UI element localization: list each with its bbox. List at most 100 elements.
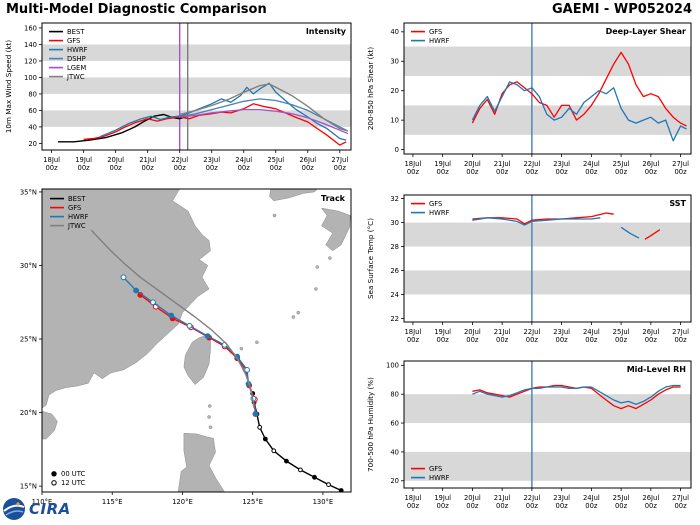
svg-text:21Jul: 21Jul: [494, 494, 511, 502]
svg-text:00z: 00z: [585, 168, 598, 176]
svg-text:23Jul: 23Jul: [553, 494, 570, 502]
svg-text:GFS: GFS: [429, 465, 442, 473]
svg-text:26Jul: 26Jul: [642, 160, 659, 168]
svg-text:100: 100: [386, 362, 399, 370]
svg-text:JTWC: JTWC: [66, 73, 85, 81]
svg-text:19Jul: 19Jul: [434, 328, 451, 336]
svg-text:20Jul: 20Jul: [464, 328, 481, 336]
svg-text:DSHP: DSHP: [67, 55, 86, 63]
intensity-chart: 18Jul00z19Jul00z20Jul00z21Jul00z22Jul00z…: [4, 22, 352, 172]
svg-text:25°N: 25°N: [20, 335, 37, 343]
svg-text:25Jul: 25Jul: [613, 160, 630, 168]
svg-text:27Jul: 27Jul: [331, 156, 348, 164]
svg-text:40: 40: [390, 28, 399, 36]
svg-text:00z: 00z: [615, 502, 628, 510]
svg-text:22Jul: 22Jul: [171, 156, 188, 164]
svg-text:25Jul: 25Jul: [613, 494, 630, 502]
svg-text:Mid-Level RH: Mid-Level RH: [627, 365, 686, 374]
svg-text:00z: 00z: [407, 502, 420, 510]
svg-text:20°N: 20°N: [20, 409, 37, 417]
svg-text:00z: 00z: [45, 164, 58, 172]
svg-text:00z: 00z: [526, 168, 539, 176]
svg-text:28: 28: [390, 243, 399, 251]
svg-text:22Jul: 22Jul: [523, 328, 540, 336]
svg-text:20: 20: [28, 140, 37, 148]
svg-text:BEST: BEST: [68, 195, 86, 203]
svg-text:GFS: GFS: [67, 37, 80, 45]
svg-text:LGEM: LGEM: [67, 64, 86, 72]
svg-text:115°E: 115°E: [102, 498, 123, 506]
svg-text:200-850 hPa Shear (kt): 200-850 hPa Shear (kt): [366, 47, 375, 131]
svg-text:100: 100: [24, 74, 37, 82]
svg-text:26Jul: 26Jul: [299, 156, 316, 164]
svg-text:00 UTC: 00 UTC: [61, 470, 86, 478]
svg-text:21Jul: 21Jul: [494, 160, 511, 168]
svg-text:19Jul: 19Jul: [434, 494, 451, 502]
svg-text:23Jul: 23Jul: [553, 328, 570, 336]
svg-text:00z: 00z: [466, 168, 479, 176]
svg-text:24: 24: [390, 291, 399, 299]
svg-text:19Jul: 19Jul: [434, 160, 451, 168]
svg-text:18Jul: 18Jul: [404, 160, 421, 168]
svg-text:00z: 00z: [674, 336, 687, 344]
svg-text:SST: SST: [669, 199, 686, 208]
mid-level-rh-chart: 18Jul00z19Jul00z20Jul00z21Jul00z22Jul00z…: [366, 360, 692, 510]
svg-text:00z: 00z: [526, 336, 539, 344]
svg-text:00z: 00z: [674, 502, 687, 510]
cira-logo-text: CIRA: [29, 500, 71, 518]
svg-text:00z: 00z: [615, 168, 628, 176]
svg-text:00z: 00z: [437, 168, 450, 176]
svg-text:80: 80: [28, 90, 37, 98]
svg-text:25Jul: 25Jul: [267, 156, 284, 164]
svg-text:00z: 00z: [238, 164, 251, 172]
svg-text:0: 0: [395, 146, 399, 154]
svg-text:00z: 00z: [142, 164, 155, 172]
svg-text:32: 32: [390, 195, 399, 203]
svg-text:130°E: 130°E: [313, 498, 334, 506]
svg-text:00z: 00z: [526, 502, 539, 510]
svg-text:10: 10: [390, 117, 399, 125]
svg-text:HWRF: HWRF: [429, 37, 450, 45]
svg-text:12 UTC: 12 UTC: [61, 479, 86, 487]
svg-text:00z: 00z: [585, 336, 598, 344]
svg-text:00z: 00z: [174, 164, 187, 172]
svg-text:24Jul: 24Jul: [583, 328, 600, 336]
svg-text:Sea Surface Temp (°C): Sea Surface Temp (°C): [366, 218, 375, 299]
svg-text:60: 60: [390, 419, 399, 427]
svg-text:20Jul: 20Jul: [107, 156, 124, 164]
svg-text:21Jul: 21Jul: [139, 156, 156, 164]
svg-text:00z: 00z: [78, 164, 91, 172]
svg-text:JTWC: JTWC: [67, 222, 86, 230]
svg-text:22Jul: 22Jul: [523, 494, 540, 502]
svg-text:80: 80: [390, 391, 399, 399]
svg-text:Intensity: Intensity: [306, 27, 347, 36]
svg-text:00z: 00z: [270, 164, 283, 172]
svg-text:24Jul: 24Jul: [583, 160, 600, 168]
svg-text:00z: 00z: [556, 502, 569, 510]
svg-text:140: 140: [24, 41, 37, 49]
svg-text:00z: 00z: [645, 168, 658, 176]
svg-text:00z: 00z: [674, 168, 687, 176]
svg-text:60: 60: [28, 107, 37, 115]
svg-text:700-500 hPa Humidity (%): 700-500 hPa Humidity (%): [366, 377, 375, 472]
svg-text:10m Max Wind Speed (kt): 10m Max Wind Speed (kt): [4, 40, 13, 134]
svg-text:120°E: 120°E: [172, 498, 193, 506]
svg-text:00z: 00z: [645, 336, 658, 344]
svg-text:25Jul: 25Jul: [613, 328, 630, 336]
svg-text:00z: 00z: [615, 336, 628, 344]
svg-text:120: 120: [24, 57, 37, 65]
cira-logo-icon: [3, 498, 25, 520]
svg-text:20Jul: 20Jul: [464, 160, 481, 168]
figure-title: Multi-Model Diagnostic Comparison: [6, 2, 267, 17]
svg-text:00z: 00z: [645, 502, 658, 510]
svg-text:00z: 00z: [334, 164, 347, 172]
svg-text:26Jul: 26Jul: [642, 494, 659, 502]
track-map: 110°E 115°E 120°E 125°E 130°E 15°N 20°N 25°N 30°…: [20, 188, 352, 506]
svg-text:Deep-Layer Shear: Deep-Layer Shear: [606, 27, 686, 36]
svg-text:125°E: 125°E: [242, 498, 263, 506]
sst-chart: 18Jul00z19Jul00z20Jul00z21Jul00z22Jul00z…: [366, 194, 692, 344]
svg-text:22Jul: 22Jul: [523, 160, 540, 168]
svg-text:40: 40: [390, 448, 399, 456]
svg-text:00z: 00z: [556, 336, 569, 344]
